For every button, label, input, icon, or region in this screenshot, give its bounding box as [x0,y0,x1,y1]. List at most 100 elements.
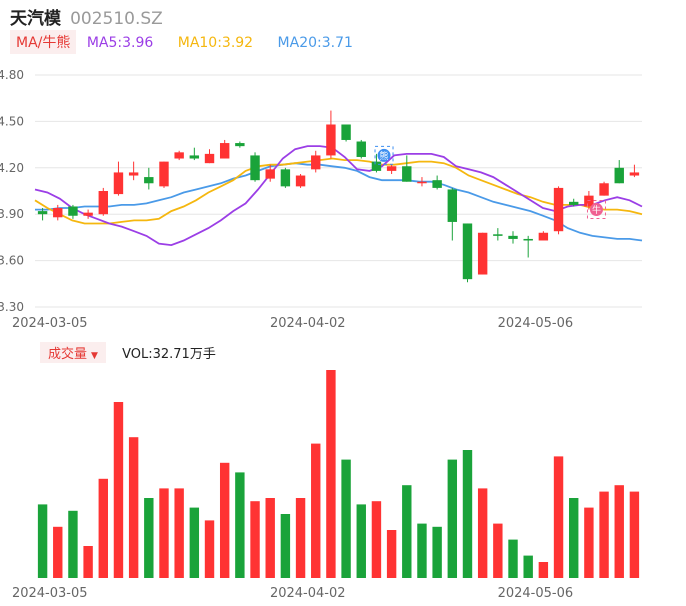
volume-bar [386,530,397,578]
volume-bar [402,485,412,578]
candle-body [417,181,427,184]
candlestick [493,228,503,241]
stock-code: 002510.SZ [70,9,163,29]
candle-body [311,155,321,170]
candle-body [386,166,397,171]
volume-bar [113,402,124,578]
candle-body [68,206,78,216]
bear-signal-marker: 熊 [374,145,394,165]
candle-body [402,166,412,182]
signal-dot [377,148,391,162]
candlestick [523,235,533,258]
candlestick [341,124,351,142]
candle-body [569,201,579,205]
ma5-line [34,145,643,247]
volume-indicator-selector[interactable]: 成交量 ▼ [40,342,106,363]
x-tick-label: 2024-05-06 [498,316,574,331]
candle-body [538,232,549,241]
volume-bar [311,443,321,578]
volume-bar [553,456,564,578]
candlestick [311,150,321,173]
volume-bar [174,488,184,578]
x-tick-label: 2024-03-05 [12,316,88,331]
candle-body [219,143,230,159]
volume-bar [629,491,640,578]
ma5-legend: MA5:3.96 [86,35,154,51]
candlestick [569,198,579,207]
candle-body [462,223,473,280]
candle-body [98,191,108,215]
candlestick [83,209,93,219]
y-tick-label: 3.60 [0,254,24,268]
candle-body [371,161,382,171]
candlestick [235,141,245,148]
candlestick [629,164,640,178]
volume-bar [37,504,48,578]
volume-bar [53,526,63,578]
candle-body [341,124,351,140]
candle-body [493,234,503,236]
volume-bar [204,520,215,578]
x-tick-label: 2024-05-06 [498,586,574,601]
candlestick [265,164,275,182]
candlestick [37,208,48,221]
volume-bar [614,485,624,578]
volume-bar [447,459,458,578]
candlestick [250,152,260,182]
ma-legend: MA/牛熊 MA5:3.96 MA10:3.92 MA20:3.71 [10,30,373,54]
candle-body [235,143,245,147]
candle-body [265,169,275,179]
volume-bar [189,507,200,578]
ma-indicator-selector[interactable]: MA/牛熊 [10,30,77,54]
candle-body [553,187,564,232]
y-tick-label: 3.90 [0,207,24,221]
candlestick [432,175,442,190]
x-tick-label: 2024-04-02 [270,316,346,331]
signal-frame [586,200,606,220]
candle-body [159,161,169,187]
y-tick-label: 3.30 [0,300,24,314]
candlestick [599,181,609,196]
volume-bar [584,507,594,578]
ma20-legend: MA20:3.71 [277,35,353,51]
volume-bar [569,498,579,578]
candlestick [159,161,169,188]
candlestick [204,149,215,164]
candlestick [508,231,518,244]
candlestick [113,161,124,196]
candle-body [174,152,184,159]
candlestick [144,167,154,190]
candlestick [477,232,488,275]
candlestick [417,177,427,187]
candle-body [144,177,154,184]
volume-bar [295,498,306,578]
ma20-line [35,162,643,242]
y-tick-label: 4.20 [0,161,24,175]
volume-bar [341,459,351,578]
volume-bar [493,523,503,578]
volume-bar [356,504,366,578]
caret-down-icon: ▼ [91,351,98,361]
volume-tag-label: 成交量 [48,347,88,362]
volume-bar [523,555,533,578]
volume-bar [235,472,245,578]
volume-bar [98,478,108,578]
candle-body [523,238,533,241]
candlestick [356,139,366,159]
signal-frame [374,145,394,165]
volume-bar [432,526,442,578]
candle-body [432,180,442,188]
candle-body [250,155,260,181]
ma10-line [34,157,643,225]
volume-bar [128,437,139,578]
signal-label: 熊 [380,150,389,162]
candle-body [295,175,306,187]
candlestick [614,160,624,184]
candlestick [219,139,230,159]
candle-body [629,172,640,176]
candlestick [462,223,473,283]
candlestick [538,231,549,241]
volume-value: VOL:32.71万手 [122,347,216,362]
volume-bar [265,498,275,578]
